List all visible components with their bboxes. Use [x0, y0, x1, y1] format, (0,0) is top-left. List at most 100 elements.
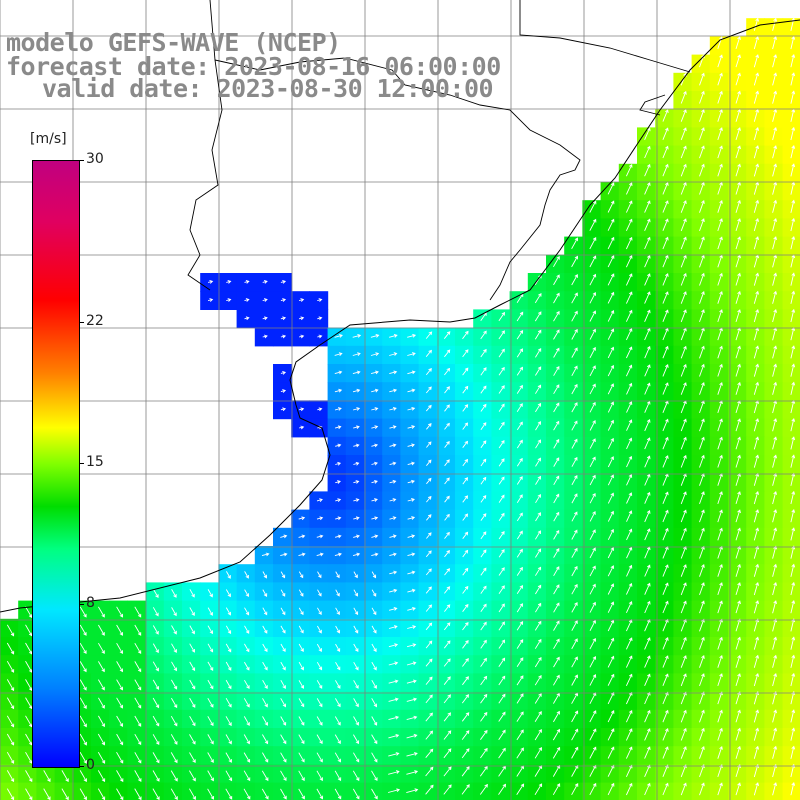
wind-arrow — [280, 389, 287, 393]
wind-arrow — [753, 345, 760, 359]
wind-arrow — [753, 126, 760, 141]
wind-arrow — [589, 237, 597, 250]
wind-arrow — [425, 640, 433, 649]
wind-arrow — [753, 709, 760, 723]
wind-arrow — [607, 583, 615, 595]
wind-arrow — [589, 492, 596, 504]
wind-arrow — [406, 697, 418, 702]
wind-arrow — [407, 606, 416, 611]
wind-arrow — [717, 491, 723, 505]
wind-arrow — [699, 436, 705, 450]
wind-arrow — [462, 404, 469, 412]
wind-arrow — [262, 625, 268, 634]
colorbar-tick — [79, 766, 84, 767]
wind-arrow — [790, 527, 796, 541]
wind-arrow — [553, 475, 560, 486]
wind-arrow — [6, 660, 15, 673]
wind-arrow — [352, 388, 361, 393]
wind-arrow — [753, 381, 760, 395]
wind-arrow — [371, 661, 377, 671]
wind-arrow — [170, 734, 178, 745]
wind-arrow — [498, 366, 505, 376]
wind-arrow — [662, 582, 669, 595]
wind-arrow — [298, 734, 305, 745]
wind-cell — [436, 527, 456, 547]
wind-arrow — [425, 622, 433, 631]
wind-arrow — [480, 367, 487, 376]
wind-arrow — [262, 752, 269, 763]
wind-arrow — [680, 145, 687, 159]
wind-arrow — [152, 643, 159, 654]
wind-arrow — [699, 673, 705, 687]
wind-arrow — [790, 745, 796, 759]
wind-arrow — [170, 788, 178, 800]
wind-arrow — [353, 443, 360, 448]
wind-arrow — [388, 733, 400, 739]
wind-arrow — [134, 624, 142, 636]
wind-arrow — [25, 624, 33, 637]
wind-arrow — [790, 636, 796, 650]
wind-arrow — [152, 752, 160, 764]
wind-arrow — [535, 566, 542, 576]
wind-arrow — [589, 619, 596, 632]
wind-arrow — [607, 383, 615, 395]
wind-arrow — [699, 527, 705, 541]
wind-arrow — [462, 676, 469, 686]
wind-arrow — [571, 255, 579, 268]
wind-arrow — [625, 200, 633, 213]
wind-arrow — [753, 290, 760, 304]
wind-arrow — [388, 606, 398, 611]
wind-arrow — [607, 510, 614, 522]
wind-arrow — [589, 401, 596, 413]
wind-arrow — [262, 679, 268, 689]
wind-arrow — [571, 529, 578, 540]
wind-cell — [109, 782, 128, 800]
wind-arrow — [699, 309, 705, 323]
wind-arrow — [589, 383, 596, 395]
wind-arrow — [753, 581, 760, 596]
wind-arrow — [480, 513, 487, 521]
wind-arrow — [134, 752, 142, 764]
wind-arrow — [589, 438, 596, 449]
wind-cell — [218, 782, 238, 800]
wind-arrow — [534, 711, 542, 722]
colorbar-tick — [79, 604, 84, 606]
wind-arrow — [717, 108, 723, 122]
wind-arrow — [717, 90, 723, 104]
wind-arrow — [699, 236, 705, 250]
wind-arrow — [753, 527, 760, 541]
wind-arrow — [316, 752, 323, 763]
wind-arrow — [662, 272, 669, 286]
wind-arrow — [407, 516, 416, 520]
wind-arrow — [425, 694, 433, 704]
wind-arrow — [699, 491, 705, 505]
wind-arrow — [644, 673, 651, 686]
wind-arrow — [152, 607, 159, 617]
wind-arrow — [461, 784, 470, 795]
wind-arrow — [207, 697, 214, 708]
wind-arrow — [371, 788, 378, 800]
wind-arrow — [79, 697, 87, 709]
wind-arrow — [480, 476, 487, 485]
wind-arrow — [462, 622, 469, 631]
wind-arrow — [353, 625, 359, 634]
wind-arrow — [152, 625, 159, 635]
wind-arrow — [735, 108, 741, 122]
wind-arrow — [717, 618, 723, 632]
wind-arrow — [607, 310, 615, 322]
wind-arrow — [662, 564, 669, 577]
wind-arrow — [280, 279, 287, 284]
wind-arrow — [772, 236, 778, 250]
wind-arrow — [243, 770, 251, 782]
wind-arrow — [625, 182, 633, 195]
wind-arrow — [352, 552, 361, 557]
wind-arrow — [753, 236, 760, 250]
wind-arrow — [25, 751, 33, 764]
wind-arrow — [352, 370, 361, 375]
wind-arrow — [134, 606, 142, 618]
wind-arrow — [680, 436, 687, 450]
wind-arrow — [680, 673, 687, 687]
wind-arrow — [25, 697, 33, 710]
wind-arrow — [226, 279, 232, 284]
wind-arrow — [589, 674, 597, 686]
